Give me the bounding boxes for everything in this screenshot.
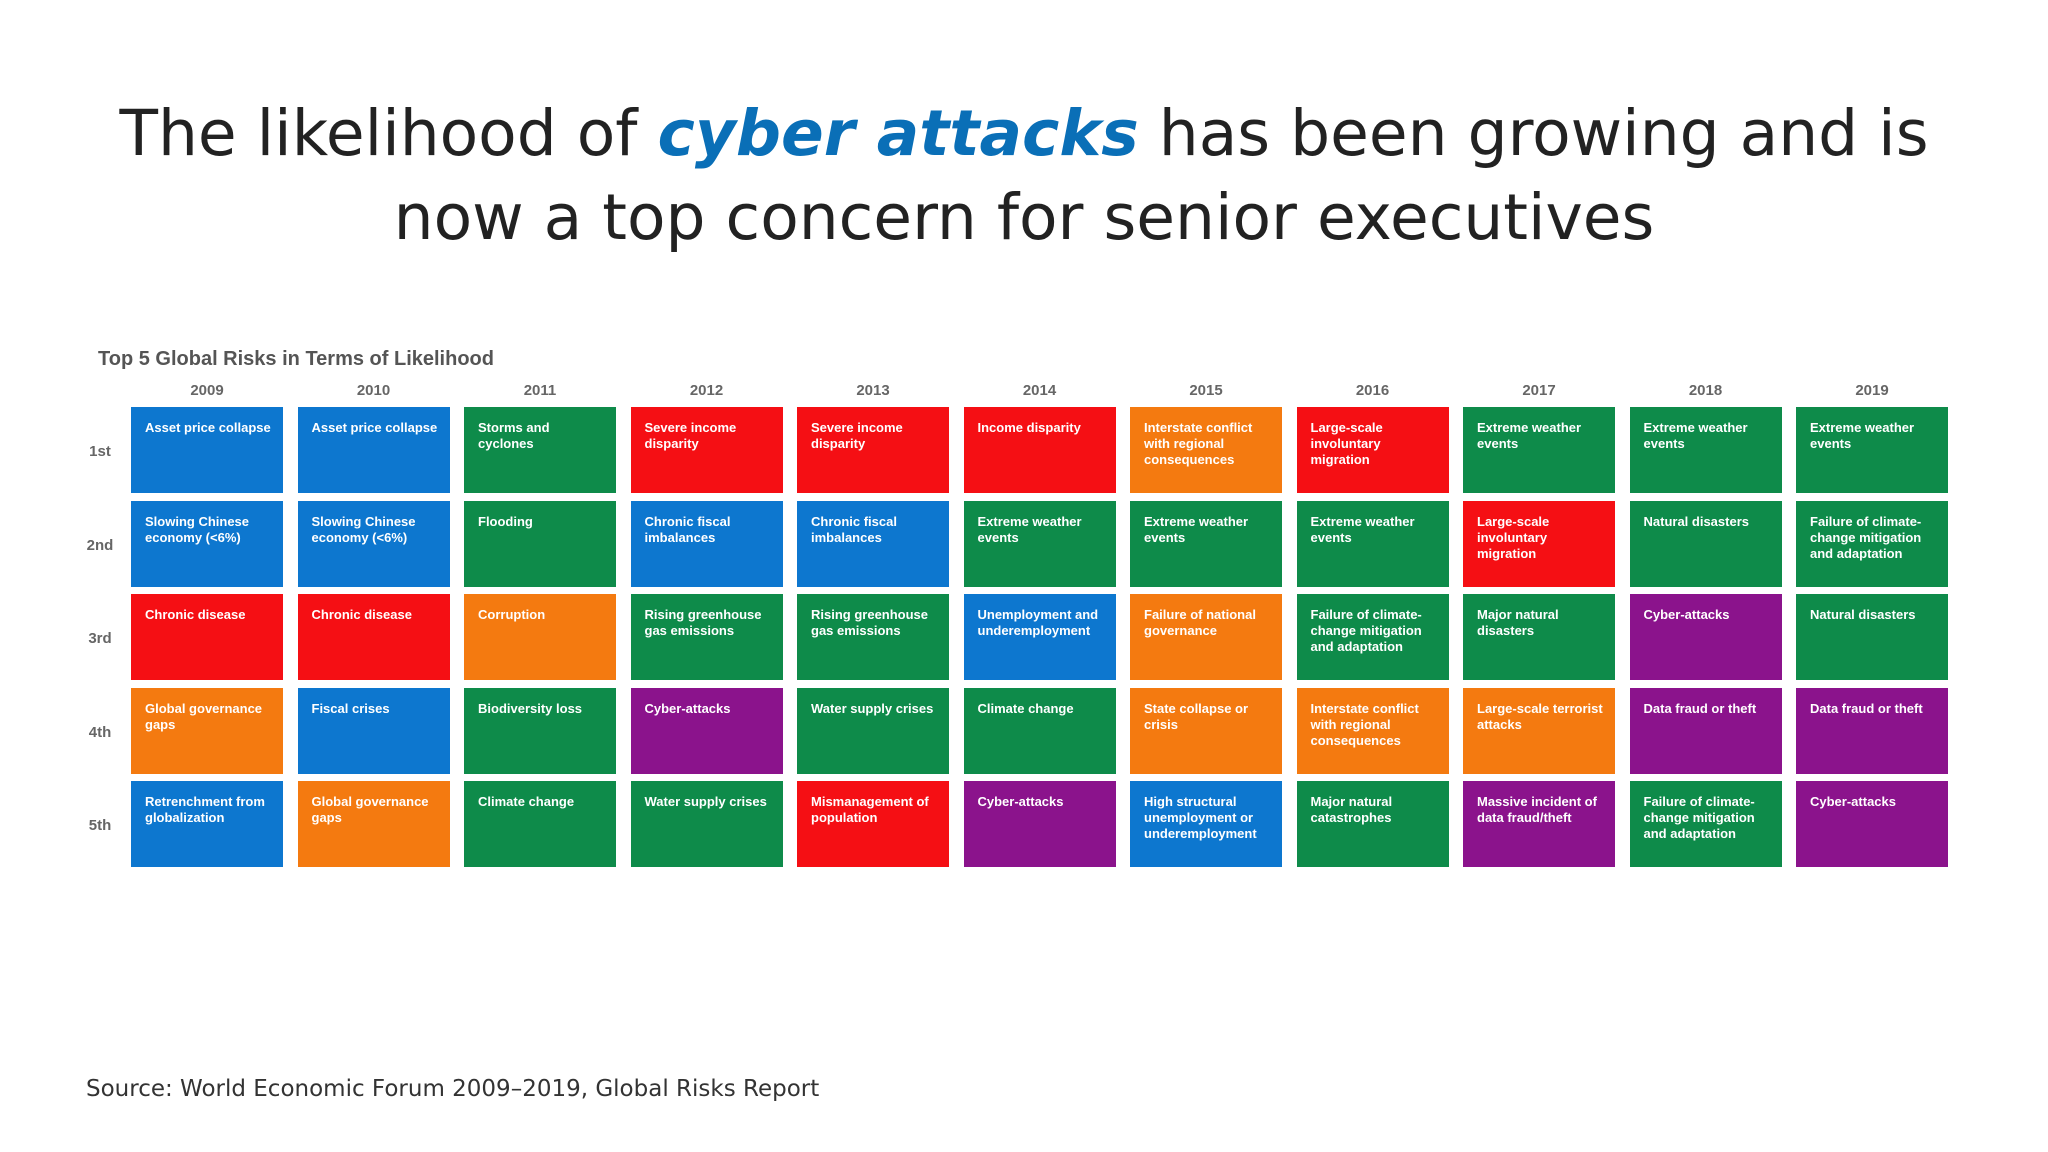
rank-label-4th: 4th (88, 723, 112, 741)
year-label-2010: 2010 (356, 382, 391, 399)
risk-cell-2014-3rd: Unemployment and underemployment (963, 594, 1116, 680)
risk-cell-2018-4th: Data fraud or theft (1629, 687, 1782, 774)
risk-cell-2010-5th: Global governance gaps (297, 781, 450, 867)
risk-cell-2014-5th: Cyber-attacks (963, 781, 1116, 867)
risk-cell-2016-4th: Interstate conflict with regional conseq… (1296, 687, 1449, 774)
risk-cell-2013-1st: Severe income disparity (797, 407, 949, 493)
risk-cell-2012-4th: Cyber-attacks (630, 687, 783, 774)
year-label-2013: 2013 (856, 382, 890, 399)
risk-cell-2009-1st: Asset price collapse (131, 407, 283, 493)
risk-cell-2017-3rd: Major natural disasters (1463, 594, 1615, 680)
risk-cell-2014-1st: Income disparity (963, 407, 1116, 493)
rank-label-5th: 5th (88, 817, 112, 834)
source-note: Source: World Economic Forum 2009–2019, … (86, 1076, 820, 1102)
risk-cell-2015-1st: Interstate conflict with regional conseq… (1130, 407, 1282, 493)
risk-cell-2013-5th: Mismanagement of population (797, 781, 949, 867)
risk-cell-2011-2nd: Flooding (464, 500, 616, 587)
year-label-2016: 2016 (1355, 382, 1390, 399)
year-label-2012: 2012 (689, 382, 724, 399)
risk-cell-2013-3rd: Rising greenhouse gas emissions (797, 594, 949, 680)
risk-cell-2018-1st: Extreme weather events (1629, 407, 1782, 493)
risk-cell-2010-4th: Fiscal crises (297, 687, 450, 774)
risk-cell-2011-5th: Climate change (464, 781, 616, 867)
risk-cell-2017-4th: Large-scale terrorist attacks (1463, 687, 1615, 774)
risk-cell-2018-2nd: Natural disasters (1629, 500, 1782, 587)
risk-cell-2015-5th: High structural unemployment or underemp… (1130, 781, 1282, 867)
headline-part2: has been growing and is (1138, 97, 1929, 170)
headline-part1: The likelihood of (119, 97, 658, 170)
risk-cell-2015-2nd: Extreme weather events (1130, 500, 1282, 587)
rank-label-2nd: 2nd (86, 536, 114, 554)
chart-title: Top 5 Global Risks in Terms of Likelihoo… (98, 348, 494, 370)
risk-cell-2014-2nd: Extreme weather events (963, 500, 1116, 587)
risk-cell-2019-3rd: Natural disasters (1796, 594, 1948, 680)
rank-label-3rd: 3rd (88, 630, 112, 647)
risk-cell-2009-5th: Retrenchment from globalization (131, 781, 283, 867)
risk-cell-2015-4th: State collapse or crisis (1130, 687, 1282, 774)
year-label-2018: 2018 (1688, 382, 1723, 399)
risk-cell-2011-3rd: Corruption (464, 594, 616, 680)
risk-cell-2019-5th: Cyber-attacks (1796, 781, 1948, 867)
year-label-2017: 2017 (1522, 382, 1556, 399)
risk-cell-2009-4th: Global governance gaps (131, 687, 283, 774)
risk-cell-2018-3rd: Cyber-attacks (1629, 594, 1782, 680)
risk-cell-2019-2nd: Failure of climate-change mitigation and… (1796, 500, 1948, 587)
risk-cell-2019-1st: Extreme weather events (1796, 407, 1948, 493)
year-label-2019: 2019 (1855, 382, 1889, 399)
risk-cell-2012-5th: Water supply crises (630, 781, 783, 867)
risk-cell-2016-2nd: Extreme weather events (1296, 500, 1449, 587)
year-label-2009: 2009 (190, 382, 224, 399)
risk-cell-2017-1st: Extreme weather events (1463, 407, 1615, 493)
risk-cell-2011-4th: Biodiversity loss (464, 687, 616, 774)
risk-cell-2009-3rd: Chronic disease (131, 594, 283, 680)
risk-cell-2012-3rd: Rising greenhouse gas emissions (630, 594, 783, 680)
risk-cell-2018-5th: Failure of climate-change mitigation and… (1629, 781, 1782, 867)
risk-cell-2009-2nd: Slowing Chinese economy (<6%) (131, 500, 283, 587)
risk-cell-2011-1st: Storms and cyclones (464, 407, 616, 493)
risk-cell-2012-2nd: Chronic fiscal imbalances (630, 500, 783, 587)
risk-cell-2017-5th: Massive incident of data fraud/theft (1463, 781, 1615, 867)
risk-cell-2016-5th: Major natural catastrophes (1296, 781, 1449, 867)
rank-label-1st: 1st (89, 443, 111, 460)
headline: The likelihood of cyber attacks has been… (0, 92, 2048, 260)
risk-cell-2012-1st: Severe income disparity (630, 407, 783, 493)
risk-cell-2014-4th: Climate change (963, 687, 1116, 774)
risk-cell-2010-1st: Asset price collapse (297, 407, 450, 493)
risk-cell-2016-3rd: Failure of climate-change mitigation and… (1296, 594, 1449, 680)
headline-line2: now a top concern for senior executives (393, 181, 1655, 254)
year-label-2015: 2015 (1189, 382, 1223, 399)
risk-cell-2017-2nd: Large-scale involuntary migration (1463, 500, 1615, 587)
risk-cell-2019-4th: Data fraud or theft (1796, 687, 1948, 774)
year-label-2011: 2011 (523, 382, 557, 399)
risk-cell-2015-3rd: Failure of national governance (1130, 594, 1282, 680)
risk-cell-2013-2nd: Chronic fiscal imbalances (797, 500, 949, 587)
risk-cell-2010-3rd: Chronic disease (297, 594, 450, 680)
headline-highlight: cyber attacks (657, 97, 1139, 170)
risk-cell-2010-2nd: Slowing Chinese economy (<6%) (297, 500, 450, 587)
risk-cell-2013-4th: Water supply crises (797, 687, 949, 774)
year-label-2014: 2014 (1022, 382, 1057, 399)
risk-cell-2016-1st: Large-scale involuntary migration (1296, 407, 1449, 493)
